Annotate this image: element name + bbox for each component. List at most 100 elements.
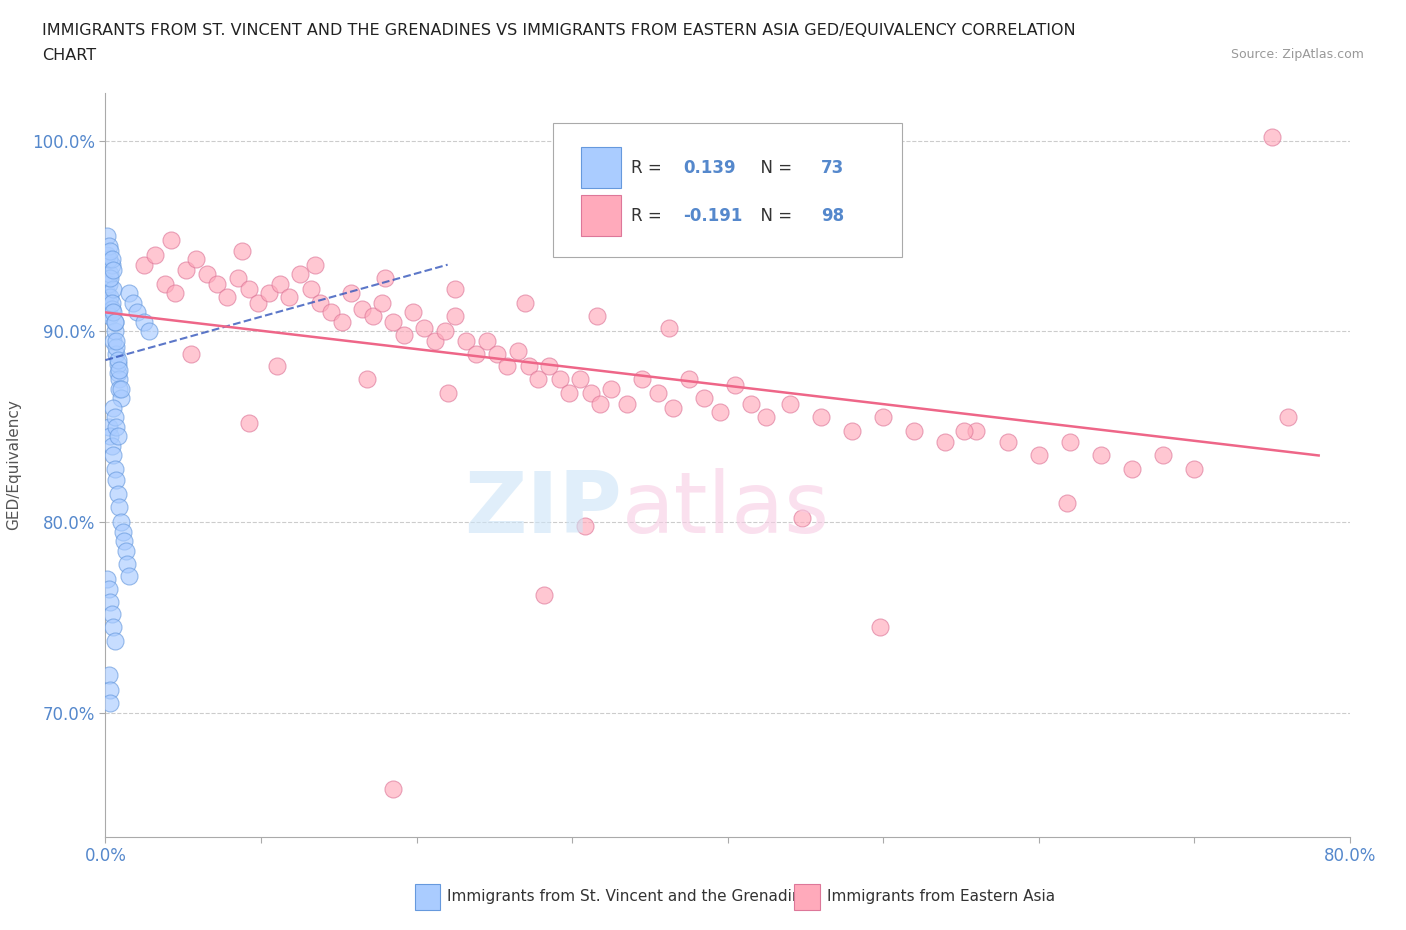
Point [319, 305, 342, 320]
Point [506, 343, 529, 358]
Point [105, 347, 128, 362]
Point [997, 434, 1019, 449]
Point [153, 276, 176, 291]
Point [269, 276, 291, 291]
Point [872, 410, 894, 425]
Point [647, 385, 669, 400]
Point [527, 372, 550, 387]
Text: atlas: atlas [621, 468, 830, 551]
Point [1028, 448, 1050, 463]
Point [100, 606, 122, 621]
Point [792, 511, 814, 525]
Point [1090, 448, 1112, 463]
Point [558, 385, 581, 400]
Point [100, 296, 122, 311]
Point [97, 581, 120, 596]
Point [361, 309, 384, 324]
Text: R =: R = [630, 206, 666, 225]
Point [600, 381, 623, 396]
Point [103, 448, 125, 463]
Text: R =: R = [630, 159, 666, 177]
Point [589, 396, 612, 411]
Point [257, 286, 280, 300]
Point [112, 534, 135, 549]
Point [97, 276, 120, 291]
Point [1059, 434, 1081, 449]
Point [96, 572, 118, 587]
Text: ZIP: ZIP [464, 468, 621, 551]
Point [98, 309, 121, 324]
Point [464, 347, 486, 362]
Point [105, 419, 128, 434]
Point [574, 519, 596, 534]
Point [436, 385, 458, 400]
Point [309, 296, 332, 311]
Point [122, 296, 145, 311]
Point [382, 314, 405, 329]
Point [425, 334, 447, 349]
Point [934, 434, 956, 449]
Point [98, 271, 121, 286]
Point [755, 410, 778, 425]
Text: -0.191: -0.191 [683, 206, 742, 225]
Text: N =: N = [749, 159, 797, 177]
Point [96, 247, 118, 262]
Point [586, 309, 609, 324]
Point [125, 305, 148, 320]
Point [631, 372, 654, 387]
Point [340, 286, 363, 300]
Text: N =: N = [749, 206, 797, 225]
Point [965, 423, 987, 438]
Point [110, 391, 132, 405]
Point [100, 251, 122, 266]
Point [104, 324, 127, 339]
Point [657, 320, 679, 335]
Point [105, 339, 128, 354]
Text: Source: ZipAtlas.com: Source: ZipAtlas.com [1230, 48, 1364, 61]
Point [330, 314, 353, 329]
Point [97, 296, 120, 311]
Point [740, 396, 762, 411]
Point [356, 372, 378, 387]
Text: IMMIGRANTS FROM ST. VINCENT AND THE GRENADINES VS IMMIGRANTS FROM EASTERN ASIA G: IMMIGRANTS FROM ST. VINCENT AND THE GREN… [42, 23, 1076, 38]
Point [108, 499, 131, 514]
Point [392, 328, 415, 343]
Point [103, 400, 125, 415]
Point [184, 251, 207, 266]
Point [104, 633, 127, 648]
Point [118, 286, 141, 300]
Point [444, 309, 467, 324]
FancyBboxPatch shape [554, 123, 901, 257]
Text: Immigrants from St. Vincent and the Grenadines: Immigrants from St. Vincent and the Gren… [447, 889, 820, 904]
Text: Immigrants from Eastern Asia: Immigrants from Eastern Asia [827, 889, 1054, 904]
Point [107, 366, 129, 381]
Point [104, 314, 127, 329]
Point [1277, 410, 1299, 425]
Point [134, 314, 156, 329]
Point [724, 378, 747, 392]
Text: 98: 98 [821, 206, 844, 225]
Point [103, 305, 125, 320]
Point [433, 324, 456, 339]
Point [97, 668, 120, 683]
Point [568, 372, 591, 387]
Point [238, 282, 260, 297]
Point [548, 372, 571, 387]
Point [104, 314, 127, 329]
Point [100, 438, 122, 453]
Point [869, 619, 891, 634]
Point [374, 271, 396, 286]
Point [1056, 496, 1078, 511]
Point [114, 543, 136, 558]
Point [779, 396, 801, 411]
Point [98, 244, 121, 259]
Point [97, 238, 120, 253]
Point [456, 334, 478, 349]
Point [159, 232, 181, 247]
Point [616, 396, 638, 411]
Point [118, 568, 141, 583]
Point [105, 334, 128, 349]
Point [352, 301, 374, 316]
Point [495, 358, 517, 373]
Point [103, 282, 125, 297]
